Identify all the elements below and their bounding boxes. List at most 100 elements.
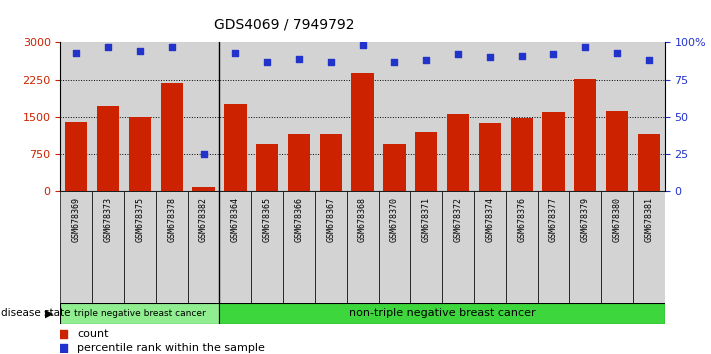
Bar <box>188 42 220 191</box>
Point <box>579 44 591 50</box>
Point <box>294 56 305 62</box>
Bar <box>315 191 347 308</box>
Bar <box>60 303 220 324</box>
Point <box>643 57 655 63</box>
Point <box>611 50 623 56</box>
Bar <box>347 42 378 191</box>
Bar <box>474 191 506 308</box>
Bar <box>251 191 283 308</box>
Bar <box>506 42 538 191</box>
Bar <box>60 191 92 308</box>
Point <box>547 52 559 57</box>
Bar <box>474 42 506 191</box>
Text: GSM678371: GSM678371 <box>422 197 431 242</box>
Bar <box>60 42 92 191</box>
Text: GSM678379: GSM678379 <box>581 197 589 242</box>
Text: non-triple negative breast cancer: non-triple negative breast cancer <box>349 308 535 318</box>
Bar <box>633 42 665 191</box>
Point <box>102 44 114 50</box>
Bar <box>506 191 538 308</box>
Bar <box>251 42 283 191</box>
Bar <box>378 191 410 308</box>
Point <box>166 44 178 50</box>
Text: GSM678370: GSM678370 <box>390 197 399 242</box>
Text: GSM678367: GSM678367 <box>326 197 336 242</box>
Bar <box>410 42 442 191</box>
Bar <box>442 191 474 308</box>
Point <box>420 57 432 63</box>
Point <box>452 52 464 57</box>
Point <box>484 55 496 60</box>
Bar <box>447 114 469 191</box>
Point <box>516 53 528 59</box>
Bar <box>92 42 124 191</box>
Text: GSM678375: GSM678375 <box>136 197 144 242</box>
Bar <box>188 191 220 308</box>
Bar <box>410 191 442 308</box>
Text: GSM678364: GSM678364 <box>231 197 240 242</box>
Bar <box>538 42 570 191</box>
Bar <box>510 118 533 191</box>
Bar <box>220 42 251 191</box>
Bar <box>320 134 342 191</box>
Text: GSM678377: GSM678377 <box>549 197 558 242</box>
Text: triple negative breast cancer: triple negative breast cancer <box>74 309 205 318</box>
Bar <box>124 191 156 308</box>
Bar <box>542 112 565 191</box>
Bar <box>65 122 87 191</box>
Bar <box>638 134 660 191</box>
Point <box>58 331 69 336</box>
Text: GSM678365: GSM678365 <box>262 197 272 242</box>
Point <box>262 59 273 65</box>
Bar <box>283 191 315 308</box>
Bar <box>383 144 405 191</box>
Text: GSM678373: GSM678373 <box>104 197 112 242</box>
Bar <box>156 42 188 191</box>
Bar <box>351 73 374 191</box>
Text: GSM678382: GSM678382 <box>199 197 208 242</box>
Text: ▶: ▶ <box>45 308 53 318</box>
Bar <box>347 191 378 308</box>
Bar <box>256 144 278 191</box>
Text: GSM678372: GSM678372 <box>454 197 463 242</box>
Bar <box>633 191 665 308</box>
Bar <box>479 123 501 191</box>
Bar <box>220 303 665 324</box>
Text: GSM678369: GSM678369 <box>72 197 81 242</box>
Bar <box>602 42 633 191</box>
Bar <box>224 104 247 191</box>
Text: GSM678368: GSM678368 <box>358 197 367 242</box>
Bar <box>283 42 315 191</box>
Bar <box>606 111 629 191</box>
Bar <box>288 134 310 191</box>
Text: disease state: disease state <box>1 308 71 318</box>
Bar <box>97 106 119 191</box>
Text: GDS4069 / 7949792: GDS4069 / 7949792 <box>214 18 355 32</box>
Bar <box>156 191 188 308</box>
Bar <box>574 79 597 191</box>
Text: GSM678378: GSM678378 <box>167 197 176 242</box>
Text: GSM678380: GSM678380 <box>613 197 621 242</box>
Bar <box>538 191 570 308</box>
Bar <box>570 42 602 191</box>
Bar <box>570 191 602 308</box>
Text: count: count <box>77 329 109 339</box>
Point <box>357 42 368 48</box>
Point <box>389 59 400 65</box>
Bar <box>315 42 347 191</box>
Point <box>325 59 336 65</box>
Point <box>58 346 69 351</box>
Bar <box>415 132 437 191</box>
Bar <box>129 117 151 191</box>
Bar <box>602 191 633 308</box>
Bar <box>161 83 183 191</box>
Text: GSM678374: GSM678374 <box>486 197 494 242</box>
Point <box>70 50 82 56</box>
Bar <box>124 42 156 191</box>
Bar <box>193 187 215 191</box>
Point <box>134 48 146 54</box>
Point <box>230 50 241 56</box>
Bar <box>220 191 251 308</box>
Text: GSM678366: GSM678366 <box>294 197 304 242</box>
Bar <box>378 42 410 191</box>
